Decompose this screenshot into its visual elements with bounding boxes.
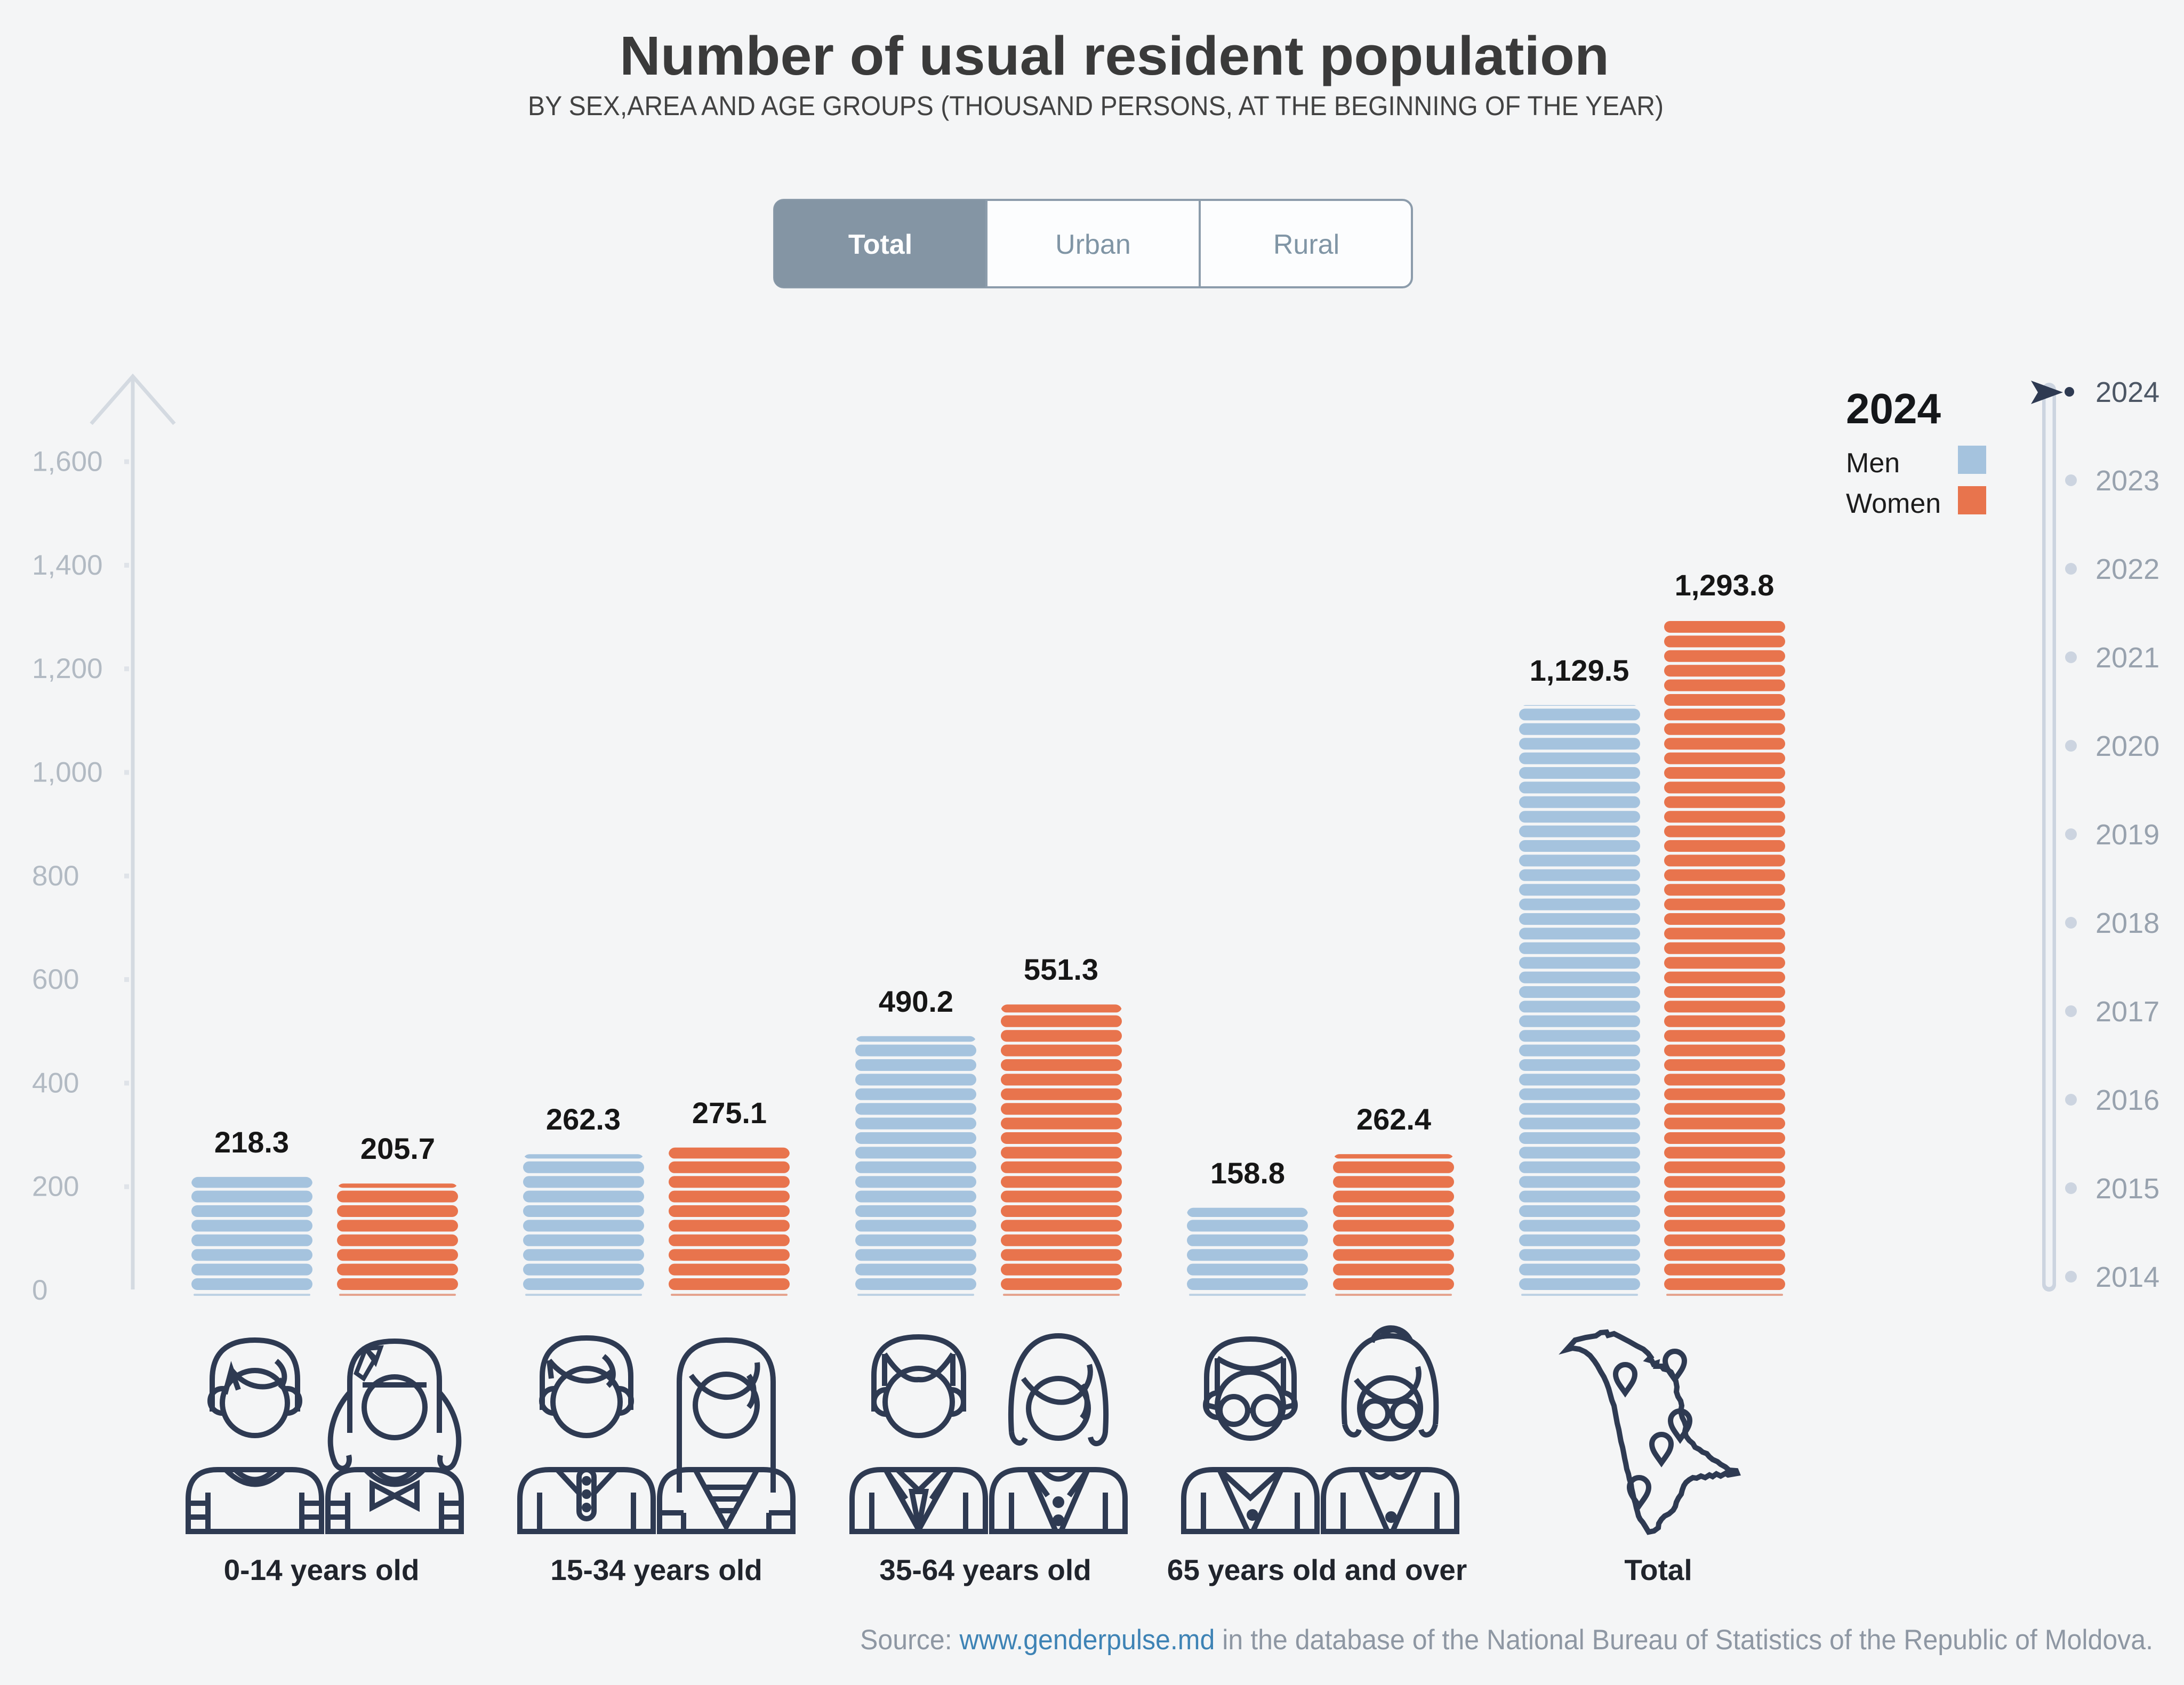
svg-text:2018: 2018 — [2095, 907, 2159, 939]
svg-text:2023: 2023 — [2095, 465, 2159, 497]
svg-text:1,000: 1,000 — [32, 757, 103, 788]
svg-text:2024: 2024 — [2095, 376, 2159, 408]
svg-text:Source: www.genderpulse.md in: Source: www.genderpulse.md in the databa… — [860, 1624, 2153, 1656]
svg-text:490.2: 490.2 — [879, 985, 953, 1018]
svg-text:1,200: 1,200 — [32, 653, 103, 684]
svg-text:Women: Women — [1846, 488, 1941, 519]
svg-text:2024: 2024 — [1846, 385, 1941, 432]
svg-text:2019: 2019 — [2095, 819, 2159, 851]
svg-text:551.3: 551.3 — [1024, 953, 1098, 986]
svg-text:Number of usual resident popul: Number of usual resident population — [620, 25, 1609, 86]
svg-text:65 years old and over: 65 years old and over — [1167, 1553, 1467, 1586]
svg-text:1,293.8: 1,293.8 — [1675, 568, 1774, 602]
svg-text:2014: 2014 — [2095, 1261, 2159, 1293]
svg-text:2022: 2022 — [2095, 553, 2159, 585]
svg-text:2017: 2017 — [2095, 996, 2159, 1028]
svg-text:2015: 2015 — [2095, 1173, 2159, 1205]
svg-text:600: 600 — [32, 964, 79, 995]
svg-text:205.7: 205.7 — [360, 1132, 435, 1165]
svg-text:158.8: 158.8 — [1210, 1156, 1285, 1190]
svg-text:35-64 years old: 35-64 years old — [879, 1553, 1091, 1586]
svg-text:2016: 2016 — [2095, 1084, 2159, 1116]
svg-text:2021: 2021 — [2095, 642, 2159, 674]
svg-text:200: 200 — [32, 1171, 79, 1203]
svg-text:275.1: 275.1 — [692, 1096, 767, 1130]
svg-text:262.3: 262.3 — [546, 1102, 621, 1136]
svg-text:1,129.5: 1,129.5 — [1530, 654, 1629, 687]
svg-text:BY SEX,AREA AND AGE GROUPS (TH: BY SEX,AREA AND AGE GROUPS (THOUSAND PER… — [528, 91, 1664, 121]
svg-text:2020: 2020 — [2095, 730, 2159, 762]
svg-text:800: 800 — [32, 860, 79, 892]
svg-text:Total: Total — [1624, 1553, 1692, 1586]
svg-text:Men: Men — [1846, 448, 1900, 479]
svg-text:Urban: Urban — [1055, 229, 1131, 260]
svg-text:218.3: 218.3 — [214, 1125, 289, 1159]
svg-text:1,400: 1,400 — [32, 550, 103, 581]
svg-text:1,600: 1,600 — [32, 446, 103, 478]
svg-text:Rural: Rural — [1273, 229, 1339, 260]
svg-text:0-14 years old: 0-14 years old — [224, 1553, 420, 1586]
svg-text:400: 400 — [32, 1067, 79, 1099]
svg-text:Total: Total — [848, 229, 912, 260]
svg-text:262.4: 262.4 — [1356, 1102, 1431, 1136]
svg-text:0: 0 — [32, 1275, 47, 1306]
svg-text:15-34 years old: 15-34 years old — [550, 1553, 762, 1586]
